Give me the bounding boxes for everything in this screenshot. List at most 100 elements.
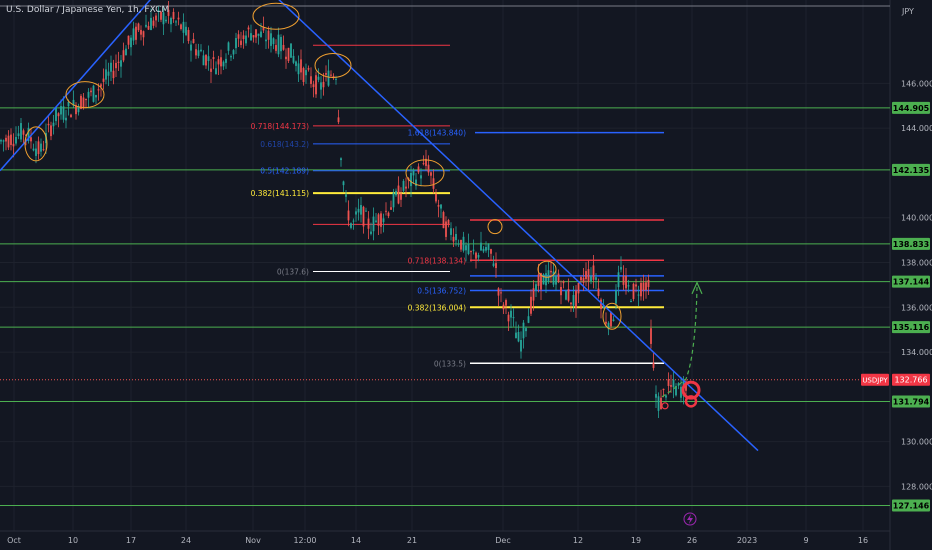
y-tick-label: 144.000 <box>901 124 932 133</box>
candle-body <box>347 210 350 221</box>
x-tick-label: Nov <box>245 536 261 545</box>
x-tick-label: 14 <box>351 536 361 545</box>
candle-body <box>205 54 207 66</box>
candle-body <box>255 29 257 38</box>
candle-body <box>237 34 240 39</box>
fib2-label: 0.5(136.752) <box>417 286 466 295</box>
candle-body <box>227 42 230 51</box>
y-tick-label: 130.000 <box>901 438 932 447</box>
candle-body <box>12 143 15 147</box>
candle-body <box>175 21 177 23</box>
candle-body <box>542 274 545 285</box>
candle-body <box>620 267 622 270</box>
x-tick-label: 9 <box>803 536 808 545</box>
candle-body <box>102 78 105 82</box>
level-price-tag <box>892 499 930 512</box>
candle-body <box>600 299 602 310</box>
candle-body <box>432 178 435 189</box>
candle-body <box>272 38 275 45</box>
candle-body <box>665 395 667 398</box>
candle-body <box>510 310 512 318</box>
small-marker <box>661 402 669 410</box>
candle-body <box>27 127 30 141</box>
candle-body <box>252 35 255 38</box>
candle-body <box>572 294 575 306</box>
candle-body <box>440 204 442 209</box>
highlight-circle <box>65 81 105 109</box>
candle-body <box>465 245 467 251</box>
candle-body <box>200 49 202 52</box>
candle-body <box>452 236 455 242</box>
candle-body <box>295 61 297 66</box>
candle-body <box>625 275 627 289</box>
candle-body <box>340 158 342 161</box>
candle-body <box>352 220 355 222</box>
candle-body <box>355 211 357 215</box>
candle-body <box>425 158 427 166</box>
candle-body <box>567 289 570 301</box>
candle-body <box>485 247 487 251</box>
candle-body <box>242 35 245 40</box>
symbol-tag <box>861 373 889 386</box>
candle-body <box>582 277 585 283</box>
fib2-label-faded: 0(133.5) <box>434 359 466 368</box>
candle-body <box>537 274 540 286</box>
candle-body <box>110 62 112 72</box>
candle-body <box>630 301 632 303</box>
candle-body <box>167 9 170 16</box>
candle-body <box>530 296 532 314</box>
y-tick-label: 136.000 <box>901 303 932 312</box>
current-price-marker <box>681 380 701 400</box>
candle-body <box>657 396 660 411</box>
currency-label: JPY <box>901 7 914 16</box>
candle-body <box>20 123 22 140</box>
candle-body <box>477 254 480 258</box>
candle-body <box>435 193 437 202</box>
symbol-tag-label: USDJPY <box>862 377 888 385</box>
level-price-label: 137.144 <box>893 278 930 287</box>
candle-body <box>330 74 332 76</box>
candle-body <box>562 281 565 284</box>
candle-body <box>42 149 45 151</box>
candle-body <box>212 57 215 60</box>
candle-body <box>275 45 277 51</box>
candle-body <box>67 101 70 107</box>
candle-body <box>677 383 680 386</box>
candle-body <box>5 137 7 142</box>
candle-body <box>297 63 300 75</box>
candle-body <box>402 180 405 191</box>
candle-body <box>622 276 625 285</box>
candle-body <box>322 81 325 88</box>
y-tick-label: 138.000 <box>901 259 932 268</box>
candle-body <box>515 332 517 339</box>
candle-body <box>325 73 327 75</box>
highlight-circle <box>252 2 300 30</box>
candle-body <box>277 34 280 55</box>
candle-body <box>467 243 470 254</box>
candle-body <box>450 228 452 235</box>
candle-body <box>7 135 10 148</box>
candle-body <box>647 279 650 287</box>
candle-body <box>57 113 60 117</box>
candle-body <box>570 302 572 305</box>
candle-body <box>47 123 50 126</box>
candle-body <box>220 57 222 67</box>
candle-body <box>2 140 5 142</box>
candle-body <box>300 59 302 73</box>
candle-body <box>65 117 67 121</box>
lightning-icon <box>683 512 697 526</box>
candle-body <box>245 35 247 44</box>
level-price-label: 142.135 <box>893 166 930 175</box>
candle-body <box>680 386 682 398</box>
candle-body <box>155 15 157 21</box>
candle-body <box>257 33 260 36</box>
candle-body <box>455 234 457 241</box>
fib1-label-faded: 0.618(143.2) <box>260 140 309 149</box>
candle-body <box>187 30 190 41</box>
candle-body <box>662 388 665 391</box>
candle-body <box>590 276 592 282</box>
candle-body <box>655 394 657 398</box>
candle-body <box>55 107 57 122</box>
